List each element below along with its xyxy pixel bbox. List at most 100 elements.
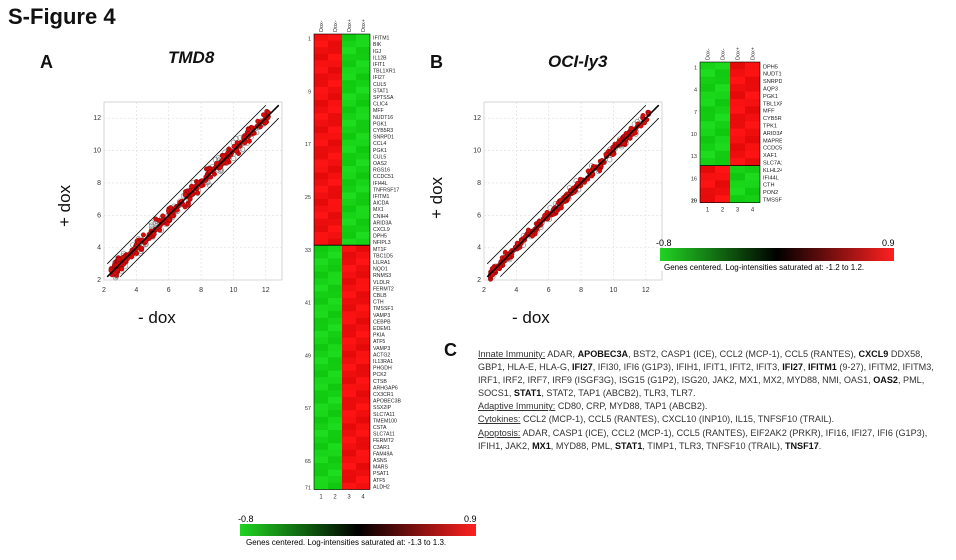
heatmap-gene-label: TMSSF1: [763, 197, 782, 203]
heatmap-cell: [356, 278, 370, 286]
gene-list-text: ,: [802, 362, 809, 373]
heatmap-cell: [314, 469, 328, 477]
heatmap-cell: [342, 73, 356, 81]
gene-category: Innate Immunity: ADAR, APOBEC3A, BST2, C…: [478, 348, 950, 400]
heatmap-cell: [342, 218, 356, 226]
heatmap-cell: [730, 173, 745, 181]
heatmap-cell: [745, 62, 760, 70]
heatmap-cell: [356, 53, 370, 61]
heatmap-row-index: 7: [694, 110, 697, 116]
scatter-point-red: [220, 153, 226, 159]
heatmap-cell: [356, 159, 370, 167]
heatmap-gene-label: STAT1: [373, 88, 388, 94]
heatmap-cell: [328, 265, 342, 272]
heatmap-cell: [342, 238, 356, 246]
heatmap-cell: [356, 40, 370, 48]
scatter-point-red: [603, 151, 609, 157]
scatter-point-red: [134, 250, 140, 256]
heatmap-cell: [314, 416, 328, 424]
scatter-point-red: [120, 255, 126, 261]
heatmap-cell: [328, 482, 342, 490]
heatmap-cell: [328, 73, 342, 81]
heatmap-cell: [314, 245, 328, 253]
heatmap-gene-label: MFF: [373, 108, 384, 114]
heatmap-cell: [342, 383, 356, 391]
scatter-point-red: [261, 112, 267, 118]
heatmap-gene-label: TBL1XR1: [373, 69, 396, 75]
scatter-point-red: [185, 202, 191, 208]
x-tick-label: 10: [610, 287, 618, 294]
heatmap-cell: [356, 67, 370, 74]
heatmap-cell: [314, 67, 328, 74]
heatmap-cell: [356, 482, 370, 490]
heatmap-row-index: 16: [691, 176, 697, 182]
heatmap-cell: [342, 430, 356, 437]
heatmap-cell: [314, 271, 328, 279]
heatmap-cell: [314, 133, 328, 140]
heatmap-cell: [342, 86, 356, 94]
heatmap-cell: [356, 34, 370, 41]
heatmap-cell: [314, 53, 328, 61]
heatmap-cell: [356, 93, 370, 101]
heatmap-cell: [730, 187, 745, 196]
heatmap-gene-label: APOBEC3B: [373, 399, 402, 405]
heatmap-column-header: Dox+: [347, 19, 353, 32]
heatmap-cell: [745, 84, 760, 92]
heatmap-cell: [314, 317, 328, 325]
x-tick-label: 8: [579, 287, 583, 294]
heatmap-cell: [328, 34, 342, 41]
heatmap-cell: [342, 113, 356, 121]
heatmap-cell: [328, 126, 342, 134]
heatmap-column-index: 1: [319, 494, 323, 500]
heatmap-cell: [314, 238, 328, 246]
heatmap-cell: [356, 449, 370, 457]
gene-list-text: , IFI30, IFI6 (G1P3), IFIH1, IFIT1, IFIT…: [592, 362, 783, 373]
gene-category-label: Adaptive Immunity:: [478, 401, 556, 412]
heatmap-gene-label: LILRA1: [373, 260, 390, 266]
heatmap-cell: [328, 225, 342, 233]
heatmap-cell: [314, 172, 328, 180]
heatmap-cell: [342, 139, 356, 147]
scatter-points: [108, 108, 272, 281]
heatmap-cell: [730, 121, 745, 129]
heatmap-cell: [700, 128, 715, 137]
x-tick-label: 6: [547, 287, 551, 294]
heatmap-cell: [342, 364, 356, 371]
heatmap-cell: [342, 179, 356, 187]
panel-a-title: TMD8: [168, 48, 215, 67]
heatmap-cell: [700, 62, 715, 70]
heatmap-cell: [314, 430, 328, 437]
heatmap-cell: [314, 449, 328, 457]
y-tick-label: 8: [97, 180, 101, 187]
heatmap-cell: [356, 119, 370, 127]
upper-fold-line: [106, 104, 267, 265]
heatmap-gene-label: OAS2: [373, 161, 387, 167]
identity-line: [486, 104, 660, 278]
heatmap-cell: [314, 403, 328, 411]
scatter-point-red: [168, 205, 174, 211]
heatmap-cell: [314, 73, 328, 81]
heatmap-cell: [715, 165, 730, 174]
lower-fold-line: [119, 117, 280, 278]
heatmap-cell: [715, 195, 730, 203]
heatmap-cell: [730, 69, 745, 78]
highlighted-gene: IFITM1: [808, 362, 837, 373]
highlighted-gene: STAT1: [513, 388, 542, 399]
heatmap-cell: [700, 165, 715, 174]
y-tick-label: 10: [473, 148, 481, 155]
heatmap-cell: [314, 106, 328, 114]
heatmap-cell: [328, 278, 342, 286]
heatmap-gene-label: TMSSF1: [373, 306, 394, 312]
heatmap-row-index: 10: [691, 132, 697, 138]
heatmap-cell: [314, 258, 328, 266]
highlighted-gene: STAT1: [614, 440, 643, 451]
heatmap-cell: [342, 304, 356, 312]
heatmap-gene-label: SLC7A11: [373, 432, 395, 438]
heatmap-cell: [730, 62, 745, 70]
heatmap-cell: [356, 199, 370, 206]
lower-fold-line: [499, 117, 660, 278]
heatmap-cell: [328, 350, 342, 358]
heatmap-gene-label: SLC7A11: [763, 160, 782, 166]
heatmap-cell: [745, 180, 760, 189]
heatmap-cell: [730, 143, 745, 152]
